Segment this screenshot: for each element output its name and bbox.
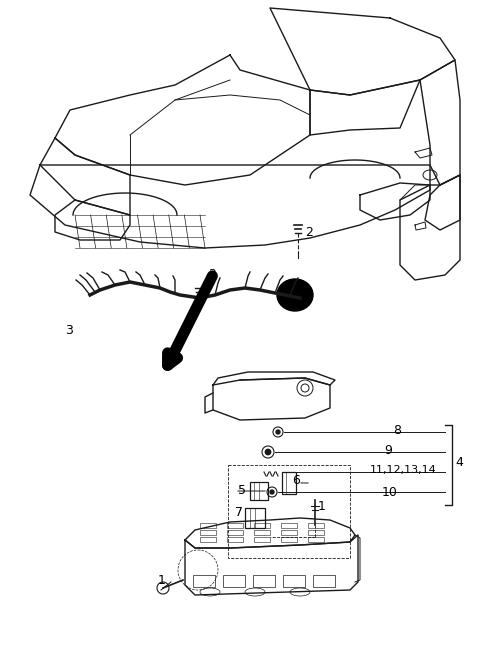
Text: 1: 1 [318, 500, 326, 513]
Text: 1: 1 [158, 573, 166, 587]
Text: 5: 5 [238, 484, 246, 496]
Bar [227, 537, 243, 542]
Bar [283, 575, 305, 587]
Bar [200, 537, 216, 542]
Text: 9: 9 [384, 444, 392, 457]
Bar [281, 523, 297, 528]
Bar [308, 530, 324, 535]
Bar [254, 537, 270, 542]
Bar [253, 575, 275, 587]
Text: 10: 10 [382, 486, 398, 498]
Bar [308, 523, 324, 528]
Bar [200, 530, 216, 535]
Text: 4: 4 [455, 455, 463, 469]
Bar [308, 537, 324, 542]
Bar [282, 472, 296, 494]
Circle shape [270, 490, 274, 494]
Bar [227, 530, 243, 535]
Circle shape [265, 449, 271, 455]
Bar [227, 523, 243, 528]
Bar [245, 508, 265, 528]
Text: 11,12,13,14: 11,12,13,14 [370, 465, 437, 475]
Circle shape [276, 430, 280, 434]
Text: 6: 6 [292, 474, 300, 486]
Text: 2: 2 [208, 268, 216, 281]
Text: 2: 2 [305, 225, 313, 239]
Bar [281, 530, 297, 535]
Bar [200, 523, 216, 528]
Bar [250, 482, 268, 500]
Bar [193, 575, 215, 587]
Bar [228, 465, 350, 558]
Bar [254, 530, 270, 535]
Text: 7: 7 [235, 507, 243, 519]
Bar [313, 575, 335, 587]
Bar [254, 523, 270, 528]
Bar [223, 575, 245, 587]
Text: 8: 8 [393, 424, 401, 436]
Ellipse shape [277, 279, 313, 311]
Text: 3: 3 [65, 324, 73, 337]
Bar [281, 537, 297, 542]
